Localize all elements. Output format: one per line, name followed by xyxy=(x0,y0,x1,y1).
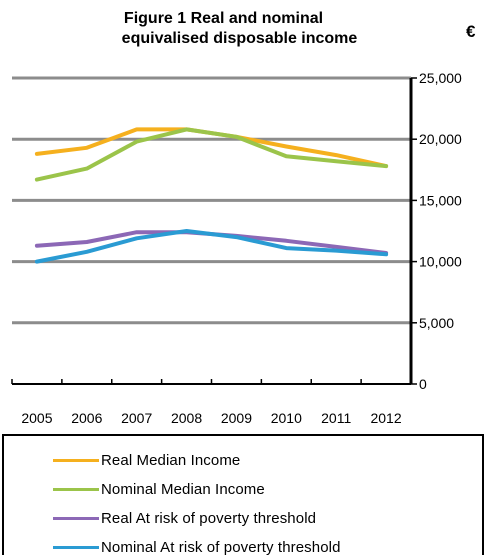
chart-title-line-2: equivalised disposable income xyxy=(121,30,358,47)
x-tick-label: 2011 xyxy=(321,410,351,426)
legend-label-nominal-poverty-threshold: Nominal At risk of poverty threshold xyxy=(101,538,341,556)
legend-label-nominal-median-income: Nominal Median Income xyxy=(101,480,265,498)
series-line-1 xyxy=(34,127,389,182)
x-tick-label: 2006 xyxy=(71,410,102,426)
legend-swatch-nominal-median-income xyxy=(53,487,99,491)
x-tick-label: 2012 xyxy=(370,410,401,426)
chart-title-line-1: Figure 1 Real and nominal xyxy=(123,10,324,27)
chart-legend: Real Median Income Nominal Median Income… xyxy=(2,434,484,556)
legend-swatch-nominal-poverty-threshold xyxy=(53,545,99,549)
y-tick-label: 15,000 xyxy=(419,192,462,208)
x-tick-label: 2010 xyxy=(271,410,302,426)
legend-item-real-median-income: Real Median Income xyxy=(53,448,240,472)
y-tick-label: 10,000 xyxy=(419,254,462,270)
legend-item-nominal-median-income: Nominal Median Income xyxy=(53,477,265,501)
y-tick-label: 0 xyxy=(419,376,427,392)
series-line-3 xyxy=(34,229,389,264)
legend-item-real-poverty-threshold: Real At risk of poverty threshold xyxy=(53,506,316,530)
y-tick-label: 5,000 xyxy=(419,315,454,331)
x-tick-label: 2005 xyxy=(21,410,52,426)
x-tick-label: 2009 xyxy=(221,410,252,426)
legend-swatch-real-median-income xyxy=(53,458,99,462)
legend-swatch-real-poverty-threshold xyxy=(53,516,99,520)
legend-label-real-poverty-threshold: Real At risk of poverty threshold xyxy=(101,509,317,527)
legend-item-nominal-poverty-threshold: Nominal At risk of poverty threshold xyxy=(53,535,341,559)
y-axis-unit-label: € xyxy=(466,22,476,41)
x-tick-label: 2007 xyxy=(121,410,152,426)
x-tick-label: 2008 xyxy=(171,410,202,426)
y-tick-label: 25,000 xyxy=(419,70,462,86)
line-chart: 0 5,000 10,000 15,000 20,000 25,000 2005 2006 20… xyxy=(11,70,462,426)
y-tick-label: 20,000 xyxy=(419,131,462,147)
legend-label-real-median-income: Real Median Income xyxy=(101,451,241,469)
chart-title: Figure 1 Real and nominal equivalised di… xyxy=(0,9,491,49)
